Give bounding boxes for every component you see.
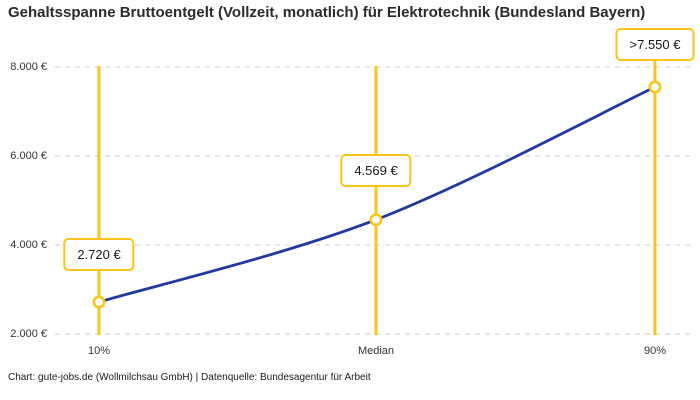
x-axis-category-label: 90% xyxy=(643,345,667,357)
y-axis-tick-label: 2.000 € xyxy=(10,327,47,340)
x-axis-category-label: Median xyxy=(357,345,395,357)
data-point-marker xyxy=(369,213,383,227)
y-axis-tick-label: 6.000 € xyxy=(10,149,47,162)
y-axis-tick-label: 8.000 € xyxy=(10,60,47,73)
chart-attribution: Chart: gute-jobs.de (Wollmilchsau GmbH) … xyxy=(8,372,371,383)
value-label-box: >7.550 € xyxy=(615,28,695,61)
data-point-marker xyxy=(648,80,662,94)
value-label-box: 4.569 € xyxy=(340,154,412,187)
chart-title: Gehaltsspanne Bruttoentgelt (Vollzeit, m… xyxy=(8,4,646,21)
value-label-box: 2.720 € xyxy=(63,238,135,271)
y-axis-tick-label: 4.000 € xyxy=(10,238,47,251)
data-point-marker xyxy=(92,295,106,309)
x-axis-category-label: 10% xyxy=(87,345,111,357)
